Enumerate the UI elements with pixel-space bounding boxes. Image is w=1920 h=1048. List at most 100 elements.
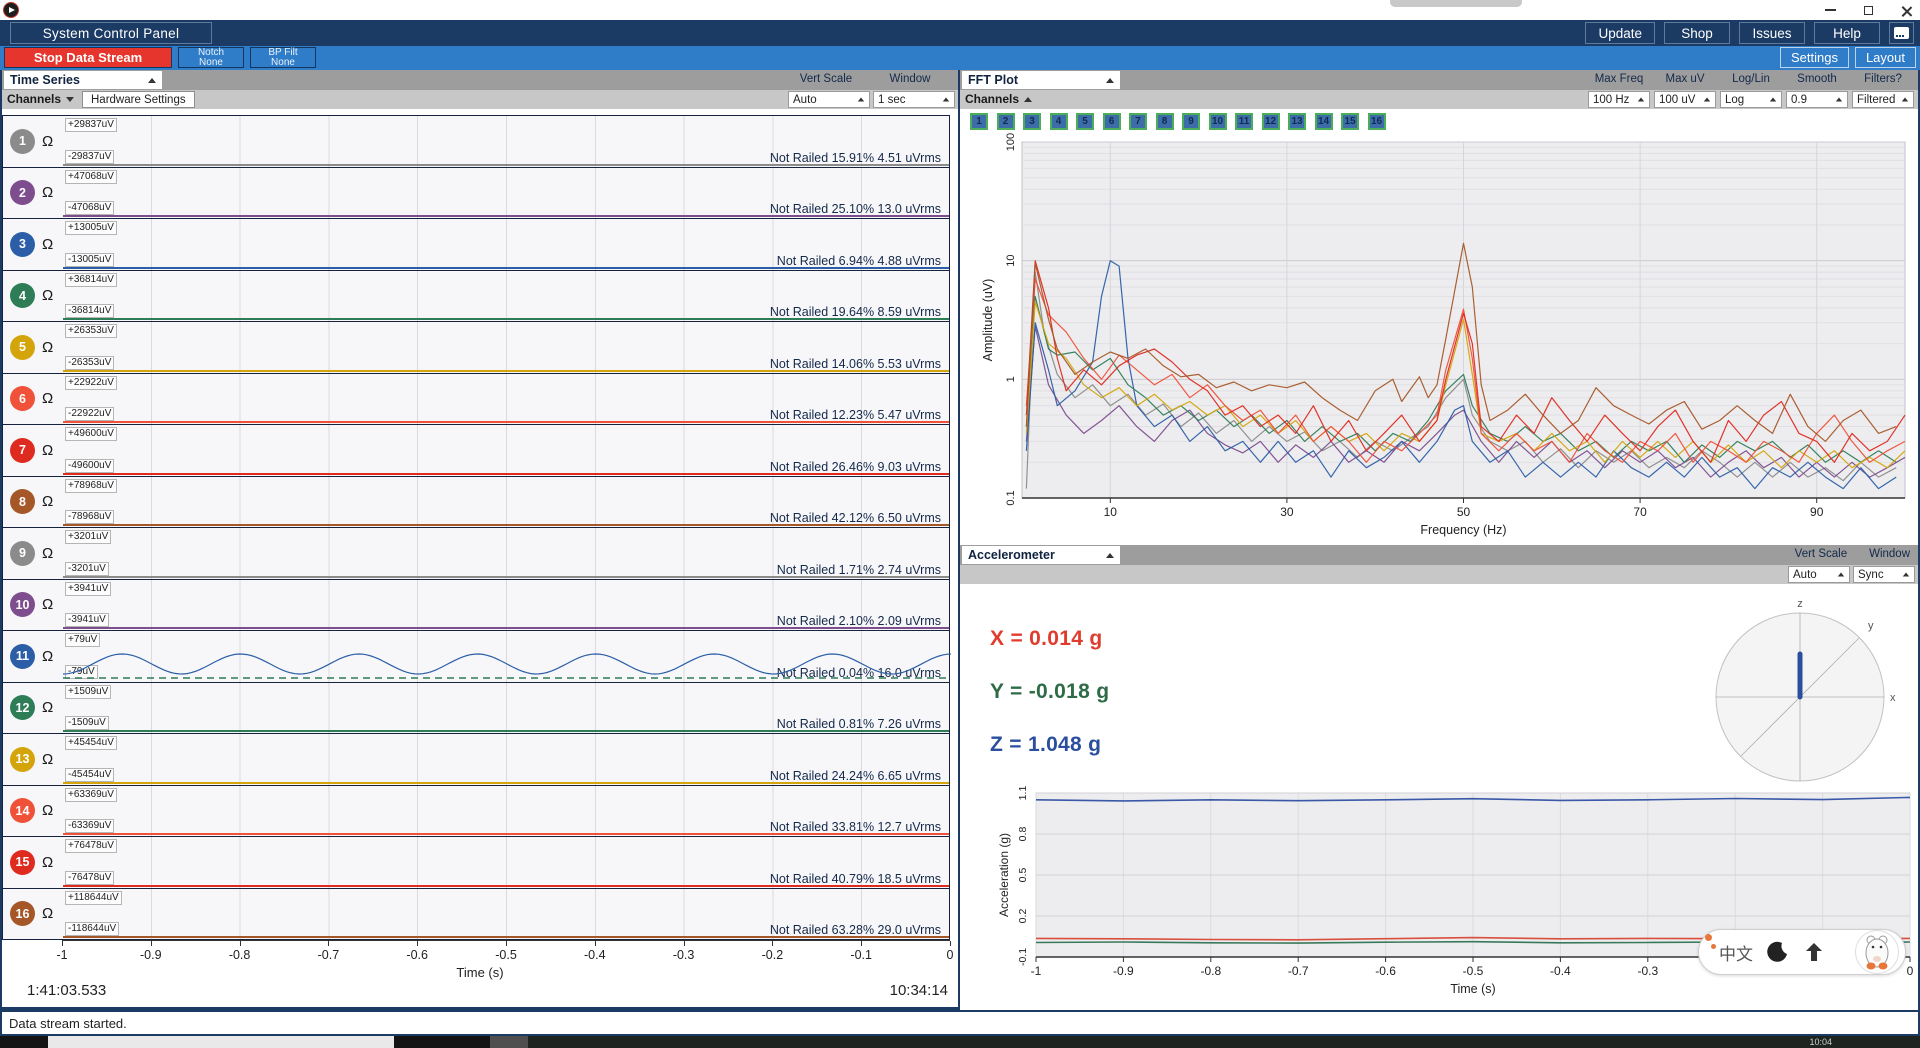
channels-dropdown-button[interactable]: Channels — [7, 92, 75, 106]
impedance-button-13[interactable]: Ω — [42, 750, 54, 768]
chevron-down-icon — [66, 96, 75, 102]
accel-vert-scale-select[interactable]: Auto — [1788, 566, 1850, 583]
impedance-button-12[interactable]: Ω — [42, 699, 54, 717]
vert-scale-select[interactable]: Auto — [788, 91, 870, 108]
hardware-settings-button[interactable]: Hardware Settings — [82, 91, 195, 108]
fft-channel-button-4[interactable]: 4 — [1049, 113, 1068, 130]
fft-channel-button-1[interactable]: 1 — [970, 113, 988, 130]
stop-data-stream-button[interactable]: Stop Data Stream — [4, 47, 172, 68]
fft-channel-button-14[interactable]: 14 — [1314, 113, 1333, 130]
max-freq-select[interactable]: 100 Hz — [1588, 91, 1650, 108]
issues-button[interactable]: Issues — [1739, 22, 1805, 44]
filters-select[interactable]: Filtered — [1852, 91, 1914, 108]
taskbar-window-preview[interactable] — [48, 1036, 394, 1048]
channel-toggle-15[interactable]: 15 — [10, 849, 35, 875]
channel-trace — [63, 730, 949, 732]
channel-toggle-13[interactable]: 13 — [10, 746, 35, 772]
minimize-icon[interactable] — [1825, 9, 1836, 11]
fft-channels-toggle[interactable]: Channels — [965, 92, 1033, 106]
time-series-widget-selector[interactable]: Time Series — [4, 71, 162, 89]
channel-toggle-10[interactable]: 10 — [10, 592, 35, 618]
impedance-button-8[interactable]: Ω — [42, 493, 54, 511]
log-lin-select[interactable]: Log — [1720, 91, 1782, 108]
hamster-icon — [1865, 935, 1889, 970]
channel-toggle-4[interactable]: 4 — [10, 283, 35, 309]
language-button[interactable]: 中文 — [1719, 944, 1753, 964]
impedance-button-4[interactable]: Ω — [42, 287, 54, 305]
fft-channel-button-9[interactable]: 9 — [1182, 113, 1200, 130]
scale-max-label: +29837uV — [65, 118, 117, 132]
x-tick-label: 0 — [946, 948, 954, 962]
accelerometer-panel: Accelerometer Vert Scale Window Auto Syn… — [960, 545, 1918, 1010]
fft-channel-button-7[interactable]: 7 — [1129, 113, 1147, 130]
impedance-button-6[interactable]: Ω — [42, 390, 54, 408]
impedance-button-15[interactable]: Ω — [42, 853, 54, 871]
channel-toggle-14[interactable]: 14 — [10, 798, 35, 824]
impedance-button-11[interactable]: Ω — [42, 647, 54, 665]
fft-channel-button-11[interactable]: 11 — [1235, 113, 1253, 130]
update-button[interactable]: Update — [1585, 22, 1655, 44]
channel-row-4: 4 Ω +36814uV -36814uV Not Railed 19.64% 8.59… — [3, 270, 949, 322]
impedance-button-3[interactable]: Ω — [42, 235, 54, 253]
floating-widget-pill[interactable]: 中文 — [1698, 929, 1906, 975]
max-uv-select[interactable]: 100 uV — [1654, 91, 1716, 108]
channel-toggle-1[interactable]: 1 — [10, 128, 35, 154]
fft-channel-button-13[interactable]: 13 — [1288, 113, 1306, 130]
window-select[interactable]: 1 sec — [873, 91, 955, 108]
moon-icon[interactable] — [1767, 941, 1789, 963]
accelerometer-widget-selector[interactable]: Accelerometer — [962, 546, 1120, 564]
taskbar-item[interactable] — [490, 1036, 528, 1048]
fft-channel-button-8[interactable]: 8 — [1155, 113, 1174, 130]
console-window-button[interactable] — [1889, 22, 1914, 44]
fft-channel-button-6[interactable]: 6 — [1102, 113, 1121, 130]
impedance-button-2[interactable]: Ω — [42, 184, 54, 202]
layout-button[interactable]: Layout — [1854, 47, 1916, 68]
shop-button[interactable]: Shop — [1664, 22, 1730, 44]
fft-channel-button-16[interactable]: 16 — [1367, 113, 1386, 130]
impedance-button-5[interactable]: Ω — [42, 338, 54, 356]
chevron-up-icon — [1024, 96, 1033, 102]
channel-row-6: 6 Ω +22922uV -22922uV Not Railed 12.23% 5.47… — [3, 373, 949, 425]
smooth-select[interactable]: 0.9 — [1786, 91, 1848, 108]
ball-z-label: z — [1797, 598, 1803, 610]
channel-toggle-8[interactable]: 8 — [10, 489, 35, 515]
svg-text:70: 70 — [1633, 505, 1647, 519]
accel-window-select[interactable]: Sync — [1853, 566, 1915, 583]
settings-button[interactable]: Settings — [1779, 47, 1849, 68]
channel-toggle-7[interactable]: 7 — [10, 437, 35, 463]
channel-toggle-16[interactable]: 16 — [10, 901, 35, 927]
mascot-button[interactable] — [1855, 930, 1899, 974]
impedance-button-14[interactable]: Ω — [42, 802, 54, 820]
fft-channel-button-2[interactable]: 2 — [996, 113, 1015, 130]
x-tick-label: -0.1 — [850, 948, 872, 962]
fft-channel-button-15[interactable]: 15 — [1341, 113, 1359, 130]
impedance-button-1[interactable]: Ω — [42, 132, 54, 150]
help-button[interactable]: Help — [1814, 22, 1880, 44]
fft-channel-button-10[interactable]: 10 — [1208, 113, 1227, 130]
channel-toggle-11[interactable]: 11 — [10, 643, 35, 669]
maximize-icon[interactable] — [1864, 5, 1873, 15]
impedance-button-9[interactable]: Ω — [42, 544, 54, 562]
fft-channel-button-5[interactable]: 5 — [1076, 113, 1094, 130]
fft-channel-button-12[interactable]: 12 — [1261, 113, 1280, 130]
channel-toggle-9[interactable]: 9 — [10, 540, 35, 566]
channel-toggle-2[interactable]: 2 — [10, 180, 35, 206]
channel-toggle-12[interactable]: 12 — [10, 695, 35, 721]
svg-text:100: 100 — [1005, 133, 1017, 151]
close-icon[interactable] — [1901, 5, 1912, 16]
channel-row-14: 14 Ω +63369uV -63369uV Not Railed 33.81% 12.… — [3, 785, 949, 837]
up-arrow-icon[interactable] — [1803, 941, 1825, 963]
bandpass-filter-button[interactable]: BP Filt None — [250, 47, 316, 68]
scale-min-label: -13005uV — [65, 252, 115, 267]
impedance-button-16[interactable]: Ω — [42, 905, 54, 923]
channel-trace — [63, 163, 949, 166]
notch-filter-button[interactable]: Notch None — [178, 47, 244, 68]
channel-toggle-5[interactable]: 5 — [10, 334, 35, 360]
fft-widget-selector[interactable]: FFT Plot — [962, 71, 1120, 89]
impedance-button-7[interactable]: Ω — [42, 441, 54, 459]
fft-channel-button-3[interactable]: 3 — [1023, 113, 1041, 130]
svg-text:10: 10 — [1005, 255, 1017, 267]
channel-toggle-3[interactable]: 3 — [10, 231, 35, 257]
impedance-button-10[interactable]: Ω — [42, 596, 54, 614]
channel-toggle-6[interactable]: 6 — [10, 386, 35, 412]
